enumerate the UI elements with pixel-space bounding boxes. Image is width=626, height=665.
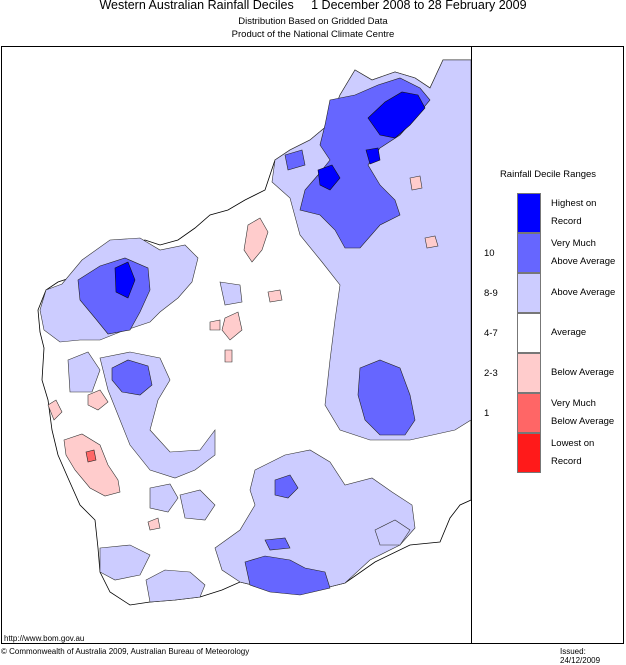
- legend-label-very-much-above-average: Very Much Above Average: [551, 238, 616, 267]
- footer-copyright: © Commonwealth of Australia 2009, Austra…: [1, 647, 250, 656]
- legend-label-average: Average: [551, 327, 587, 338]
- rainfall-decile-map: [37, 59, 471, 606]
- map-title: Western Australian Rainfall Deciles 1 De…: [99, 0, 527, 12]
- below-average-regions: [47, 175, 439, 531]
- legend-label-above-average: Above Average: [551, 287, 616, 298]
- footer-issued-date: Issued: 24/12/2009: [560, 647, 601, 665]
- map-legend-divider: [471, 47, 472, 643]
- legend-title: Rainfall Decile Ranges: [499, 169, 597, 180]
- legend-range-10: 10: [484, 248, 495, 259]
- legend-swatch-average: [517, 313, 541, 353]
- legend-range-2-3: 2-3: [484, 368, 498, 379]
- very-much-below-average-regions: [85, 449, 97, 463]
- legend-range-8-9: 8-9: [484, 288, 498, 299]
- legend-label-highest-on-record: Highest on Record: [551, 198, 597, 227]
- legend-swatch-very-much-below-average: [517, 393, 541, 433]
- legend-label-lowest-on-record: Lowest on Record: [551, 438, 595, 467]
- map-subtitle-distribution: Distribution Based on Gridded Data: [238, 16, 388, 27]
- map-subtitle-product: Product of the National Climate Centre: [231, 29, 395, 40]
- highest-on-record-regions: [114, 91, 426, 299]
- legend-swatch-above-average: [517, 273, 541, 313]
- legend-label-below-average: Below Average: [551, 367, 615, 378]
- footer-url: http://www.bom.gov.au: [4, 634, 85, 643]
- legend-swatch-very-much-above-average: [517, 233, 541, 273]
- legend-range-4-7: 4-7: [484, 328, 498, 339]
- legend-range-1: 1: [484, 408, 490, 419]
- legend-label-very-much-below-average: Very Much Below Average: [551, 398, 615, 427]
- legend-swatch-lowest-on-record: [517, 433, 541, 473]
- legend-swatch-highest-on-record: [517, 193, 541, 233]
- legend-swatch-below-average: [517, 353, 541, 393]
